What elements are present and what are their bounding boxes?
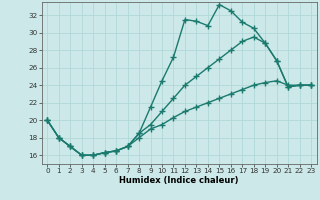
X-axis label: Humidex (Indice chaleur): Humidex (Indice chaleur) <box>119 176 239 185</box>
